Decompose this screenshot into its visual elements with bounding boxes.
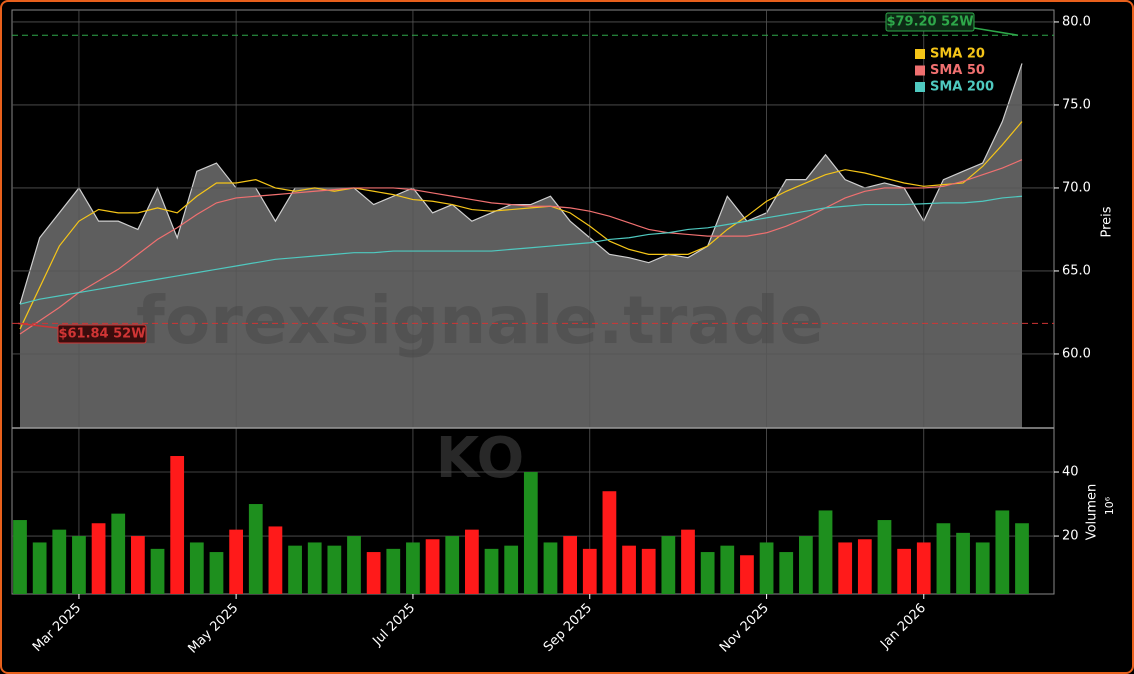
volume-bar: [347, 536, 361, 594]
volume-bar: [248, 504, 263, 594]
volume-bar: [897, 548, 911, 594]
volume-bar: [622, 545, 636, 594]
low-52w-label: $61.84 52W: [58, 327, 145, 342]
volume-bar: [465, 529, 479, 594]
volume-bar: [877, 520, 892, 594]
volume-bar: [327, 545, 342, 594]
volume-bar: [818, 510, 833, 594]
low-52w-arrow: [17, 322, 59, 329]
symbol-watermark: KO: [436, 426, 524, 491]
volume-bar: [386, 548, 401, 594]
x-tick-label: Sep 2025: [541, 601, 595, 655]
high-52w-box: [885, 12, 975, 32]
y-axis-label: Preis: [1100, 206, 1115, 237]
volume-bar: [641, 548, 656, 594]
y-tick-label: 60.0: [1062, 346, 1091, 361]
volume-bar: [425, 539, 440, 594]
volume-bar: [229, 529, 243, 594]
x-tick-label: Jan 2026: [877, 601, 929, 653]
volume-bar: [681, 529, 695, 594]
volume-bar: [189, 542, 204, 594]
y-tick-label: 70.0: [1062, 180, 1091, 195]
volume-bar: [720, 545, 735, 594]
y2-axis-label: Volumen: [1085, 484, 1100, 541]
legend-swatch: [915, 82, 925, 92]
volume-bar: [131, 536, 145, 594]
y2-axis-unit: 10⁶: [1103, 496, 1116, 515]
x-tick-label: Jul 2025: [370, 601, 419, 650]
high-52w-label: $79.20 52W: [886, 15, 973, 30]
sma-line: [19, 195, 1023, 305]
legend-swatch: [915, 49, 925, 59]
volume-bar: [740, 555, 754, 594]
volume-bar: [288, 545, 302, 594]
volume-bar: [700, 552, 715, 594]
volume-bar: [406, 542, 420, 594]
volume-bar: [563, 536, 577, 594]
volume-bar: [936, 523, 951, 594]
watermark: forexsignale.trade: [136, 282, 824, 359]
sma-line: [19, 159, 1023, 335]
x-tick-label: Nov 2025: [717, 601, 772, 656]
volume-bar: [445, 536, 460, 594]
volume-bar: [1015, 523, 1029, 594]
y-tick-label: 80.0: [1062, 14, 1091, 29]
volume-bar: [838, 542, 853, 594]
volume-bar: [91, 523, 106, 594]
volume-bar: [759, 542, 774, 594]
volume-bar: [484, 548, 499, 594]
volume-bar: [956, 532, 970, 594]
volume-bar: [32, 542, 47, 594]
legend-label: SMA 50: [930, 63, 985, 78]
sma-line: [19, 121, 1023, 330]
volume-bar: [307, 542, 322, 594]
volume-bar: [602, 491, 617, 594]
price-area: [20, 63, 1022, 429]
volume-bar: [209, 552, 224, 594]
x-tick-label: Mar 2025: [30, 601, 84, 655]
volume-bar: [779, 552, 794, 594]
volume-bar: [268, 526, 283, 594]
high-52w-arrow: [973, 27, 1019, 36]
volume-bar: [52, 529, 67, 594]
y2-tick-label: 40: [1062, 465, 1079, 480]
legend-swatch: [915, 65, 925, 76]
legend-label: SMA 200: [930, 80, 994, 95]
volume-bar: [366, 552, 381, 594]
volume-bar: [661, 536, 676, 594]
legend-label: SMA 20: [930, 47, 985, 62]
volume-bar: [13, 520, 27, 594]
volume-bar: [150, 548, 165, 594]
volume-bar: [857, 539, 872, 594]
volume-bar: [975, 542, 990, 594]
volume-bar: [543, 542, 558, 594]
volume-bar: [916, 542, 931, 594]
volume-bar: [582, 548, 597, 594]
x-tick-label: May 2025: [185, 601, 241, 657]
y-tick-label: 75.0: [1062, 97, 1091, 112]
low-52w-box: [57, 324, 147, 344]
volume-bar: [995, 510, 1010, 594]
volume-bar: [170, 456, 185, 594]
volume-bar: [111, 513, 126, 594]
volume-bar: [72, 536, 86, 594]
y2-tick-label: 20: [1062, 529, 1079, 544]
volume-bar: [504, 545, 519, 594]
volume-bar: [523, 472, 538, 594]
volume-bar: [799, 536, 813, 594]
y-tick-label: 65.0: [1062, 263, 1091, 278]
